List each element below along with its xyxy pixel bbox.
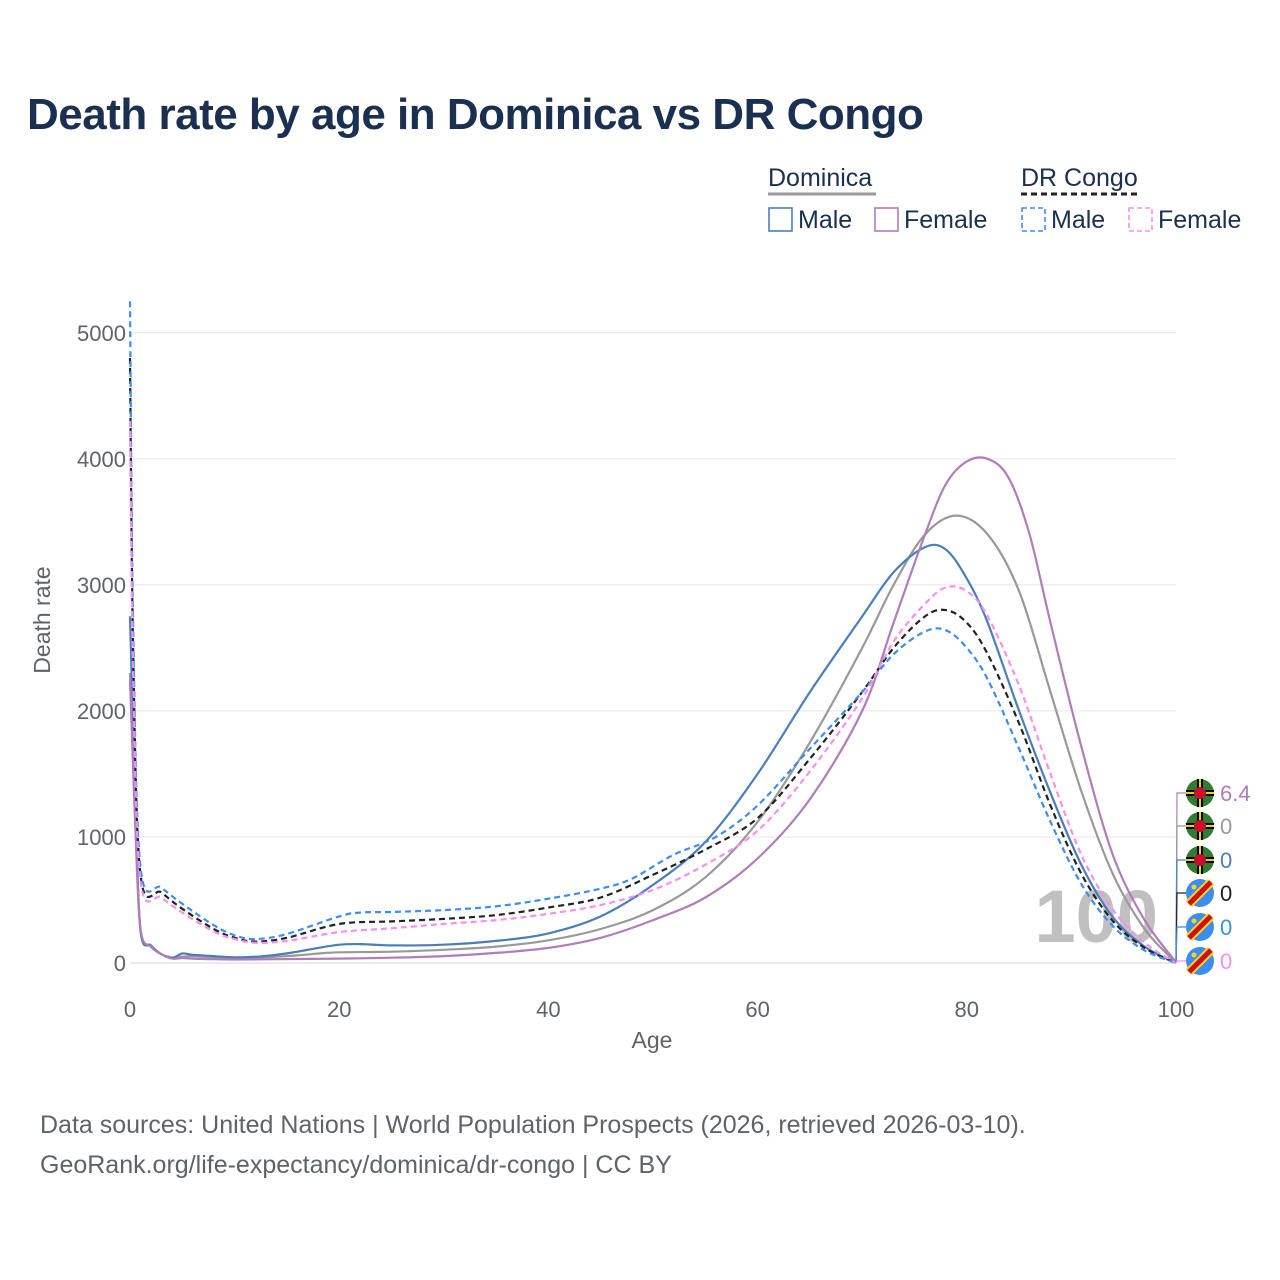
end-connector-dr-congo-male xyxy=(1175,926,1186,964)
footer: Data sources: United Nations | World Pop… xyxy=(40,1105,1026,1185)
data-source-note: Data sources: United Nations | World Pop… xyxy=(40,1111,1026,1139)
y-tick-label-5000: 5000 xyxy=(77,321,126,346)
x-tick-label-100: 100 xyxy=(1158,997,1195,1022)
series-line-dr-congo-female xyxy=(128,420,1177,964)
legend-label-dominica-male: Male xyxy=(798,206,852,234)
series-lines xyxy=(128,301,1177,965)
flag-stripe xyxy=(1187,948,1213,974)
y-tick-label-1000: 1000 xyxy=(77,825,126,850)
flag-star xyxy=(1191,952,1197,958)
y-tick-label-4000: 4000 xyxy=(77,447,126,472)
end-label-dr-congo-female: 0 xyxy=(1220,949,1232,974)
y-axis-ticks: 0 1000 2000 3000 4000 5000 xyxy=(77,321,126,976)
series-line-dr-congo-male xyxy=(128,301,1177,965)
year-watermark: 100 xyxy=(1035,875,1158,958)
end-connector-dominica-male xyxy=(1175,859,1186,964)
end-label-dominica-male: 0 xyxy=(1220,848,1232,873)
legend-swatch-dominica-male xyxy=(768,207,793,232)
flag-disc xyxy=(1194,787,1206,799)
end-connector-dominica-female xyxy=(1175,792,1186,964)
y-tick-label-0: 0 xyxy=(114,951,126,976)
series-line-dominica-male xyxy=(128,543,1177,964)
legend-group-dr-congo: DR Congo xyxy=(1021,164,1138,192)
y-tick-label-3000: 3000 xyxy=(77,573,126,598)
source-url: GeoRank.org/life-expectancy/dominica/dr-… xyxy=(40,1151,672,1179)
end-label-dominica-total: 0 xyxy=(1220,814,1232,839)
legend-group-dominica: Dominica xyxy=(768,164,872,192)
flag-star xyxy=(1191,918,1197,924)
dr-congo-flag-icon xyxy=(1185,912,1215,942)
end-connector-dr-congo-female xyxy=(1175,960,1186,964)
series-line-dr-congo-total xyxy=(128,357,1177,964)
legend-label-dominica-female: Female xyxy=(904,206,987,234)
x-axis-title: Age xyxy=(632,1027,673,1053)
dr-congo-flag-icon xyxy=(1185,878,1215,908)
legend-label-dr-congo-male: Male xyxy=(1051,206,1105,234)
chart-title: Death rate by age in Dominica vs DR Cong… xyxy=(27,90,924,139)
y-tick-label-2000: 2000 xyxy=(77,699,126,724)
end-label-dominica-female: 6.4 xyxy=(1220,781,1251,806)
dominica-flag-icon xyxy=(1186,779,1214,807)
flag-disc xyxy=(1194,820,1206,832)
x-axis-ticks: 0 20 40 60 80 100 xyxy=(124,997,1194,1022)
dominica-flag-icon xyxy=(1186,846,1214,874)
end-label-dr-congo-total: 0 xyxy=(1220,881,1232,906)
legend: Dominica Male Female DR Congo Male Female xyxy=(768,164,1241,234)
legend-swatch-dr-congo-female xyxy=(1128,207,1153,232)
x-tick-label-20: 20 xyxy=(327,997,351,1022)
end-labels: 6.4 0 0 0 0 0 xyxy=(1175,779,1251,976)
end-label-dr-congo-male: 0 xyxy=(1220,915,1232,940)
dominica-flag-icon xyxy=(1186,812,1214,840)
y-axis-title: Death rate xyxy=(29,566,55,673)
legend-label-dr-congo-female: Female xyxy=(1158,206,1241,234)
x-tick-label-40: 40 xyxy=(536,997,560,1022)
series-line-dominica-total xyxy=(128,514,1177,964)
x-tick-label-80: 80 xyxy=(955,997,979,1022)
grid-lines xyxy=(130,332,1176,964)
legend-swatch-dr-congo-male xyxy=(1021,207,1046,232)
x-tick-label-60: 60 xyxy=(745,997,769,1022)
dr-congo-flag-icon xyxy=(1185,946,1215,976)
series-line-dominica-female xyxy=(128,456,1177,963)
flag-stripe xyxy=(1187,880,1213,906)
flag-star xyxy=(1191,884,1197,890)
flag-disc xyxy=(1194,854,1206,866)
legend-swatch-dominica-female xyxy=(874,207,899,232)
flag-stripe xyxy=(1187,914,1213,940)
x-tick-label-0: 0 xyxy=(124,997,136,1022)
